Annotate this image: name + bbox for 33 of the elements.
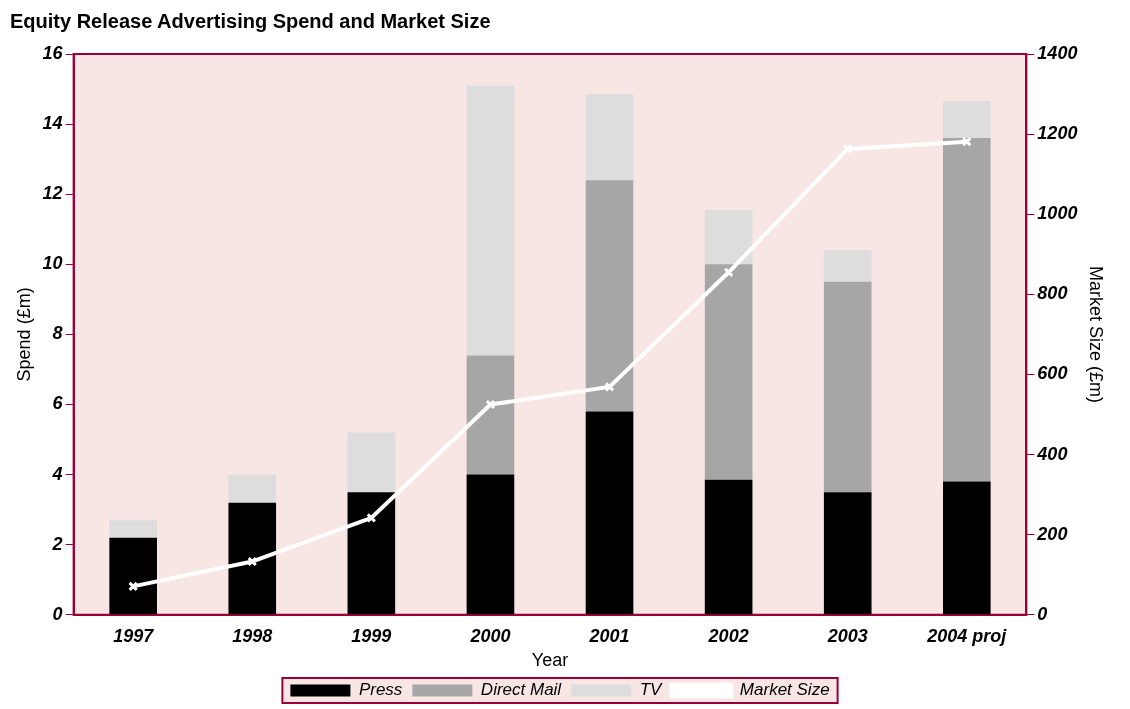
legend-label: Direct Mail bbox=[480, 680, 563, 700]
x-tick-label: 1999 bbox=[351, 625, 392, 646]
y-tick-label: 10 bbox=[42, 253, 63, 274]
y2-tick-label: 600 bbox=[1037, 363, 1068, 384]
y-tick-label: 0 bbox=[52, 603, 63, 624]
x-tick-label: 2004 proj bbox=[926, 625, 1008, 646]
y2-axis-title: Market Size (£m) bbox=[1086, 265, 1107, 403]
y2-tick-label: 200 bbox=[1036, 523, 1068, 544]
y2-tick-label: 1400 bbox=[1037, 42, 1078, 63]
y-tick-label: 14 bbox=[42, 113, 63, 134]
x-tick-label: 1997 bbox=[113, 625, 155, 646]
x-tick-label: 2000 bbox=[469, 625, 511, 646]
y2-tick-label: 400 bbox=[1036, 443, 1068, 464]
x-tick-label: 2001 bbox=[588, 625, 630, 646]
y-tick-label: 16 bbox=[42, 42, 64, 63]
legend-label: Market Size bbox=[739, 680, 830, 700]
chart-title: Equity Release Advertising Spend and Market Size bbox=[10, 9, 491, 32]
y2-tick-label: 1000 bbox=[1037, 203, 1078, 224]
x-tick-label: 1998 bbox=[232, 625, 273, 646]
y2-tick-label: 800 bbox=[1037, 283, 1068, 304]
legend-label: Press bbox=[358, 680, 403, 700]
y-tick-label: 6 bbox=[52, 393, 64, 414]
y2-tick-label: 0 bbox=[1037, 603, 1048, 624]
legend-label: TV bbox=[639, 680, 664, 700]
y-tick-label: 2 bbox=[51, 533, 63, 554]
x-tick-label: 2003 bbox=[826, 625, 868, 646]
y2-tick-label: 1200 bbox=[1037, 123, 1078, 144]
x-axis-title: Year bbox=[531, 650, 569, 671]
y-tick-label: 8 bbox=[52, 323, 63, 344]
y-tick-label: 12 bbox=[42, 183, 63, 204]
y-tick-label: 4 bbox=[51, 463, 63, 484]
x-tick-label: 2002 bbox=[707, 625, 749, 646]
y-axis-title: Spend (£m) bbox=[13, 287, 34, 382]
